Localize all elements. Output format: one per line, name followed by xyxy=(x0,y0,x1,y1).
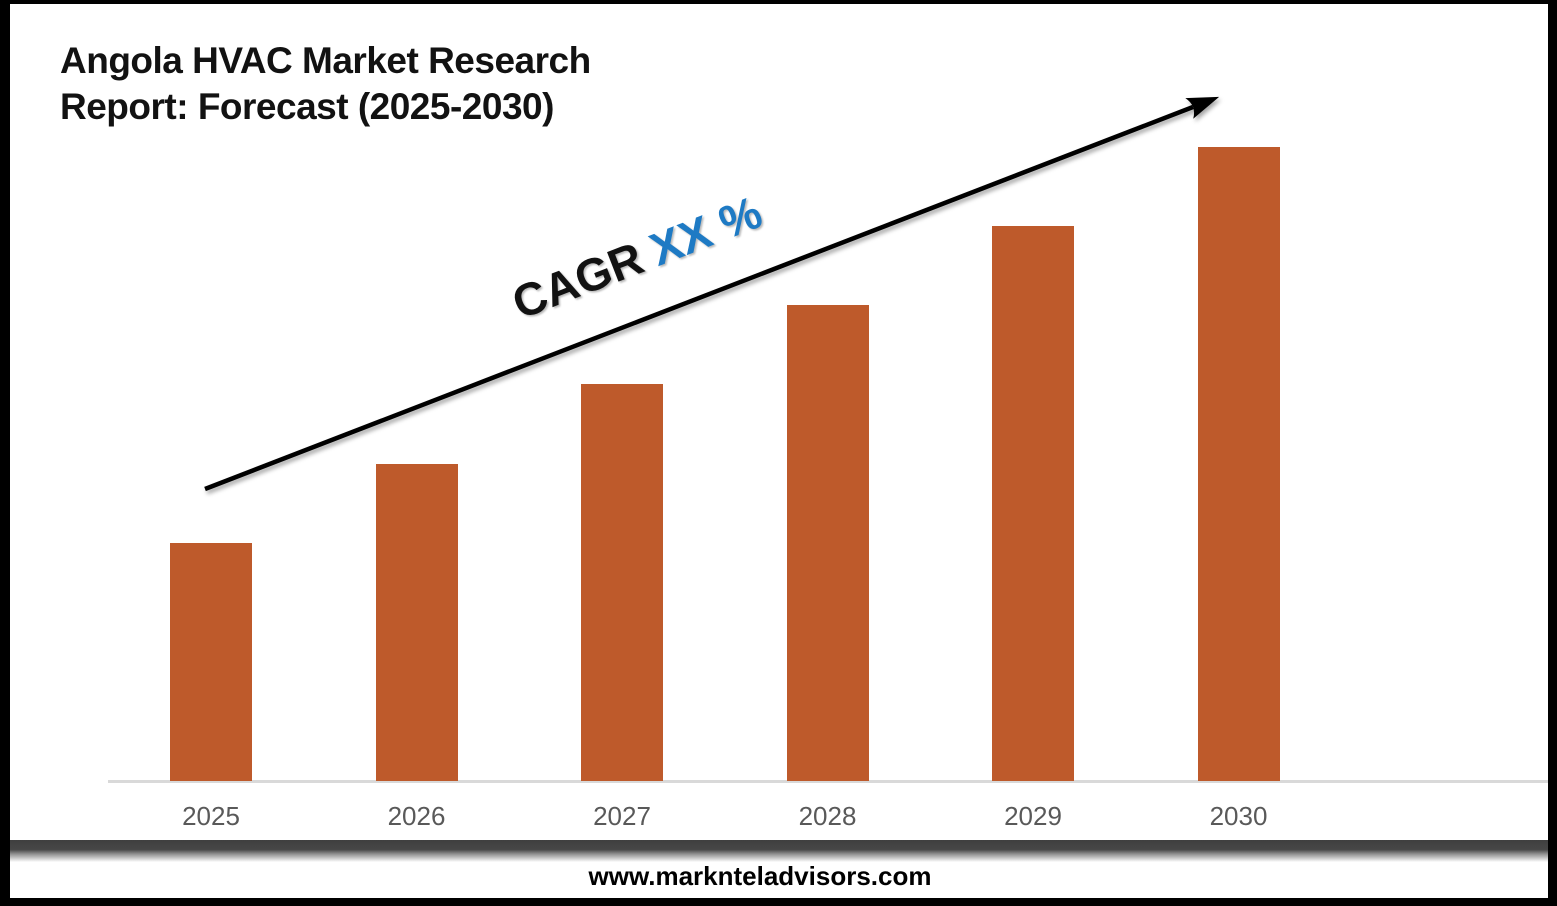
page-title: Angola HVAC Market Research Report: Fore… xyxy=(60,38,591,130)
x-axis-line xyxy=(108,780,1548,783)
bar-2025 xyxy=(170,543,252,781)
x-axis-label-2026: 2026 xyxy=(387,801,446,831)
bar-2026 xyxy=(375,464,458,781)
bar-2028 xyxy=(786,305,869,781)
bar-2030 xyxy=(1197,147,1280,781)
x-axis-label-2027: 2027 xyxy=(593,801,651,831)
frame-border-bottom xyxy=(0,898,1557,906)
frame-border-top xyxy=(0,0,1557,4)
frame-border-right xyxy=(1548,0,1557,906)
x-axis-label-2030: 2030 xyxy=(1209,801,1268,831)
footer-website: www.marknteladvisors.com xyxy=(588,861,932,891)
bar-2029 xyxy=(992,226,1074,781)
footer-divider xyxy=(0,840,1557,864)
trend-arrow-line xyxy=(204,96,1220,492)
title-line-2: Report: Forecast (2025-2030) xyxy=(60,86,554,127)
x-axis-label-2028: 2028 xyxy=(798,801,857,831)
bar-2027 xyxy=(581,384,663,781)
frame-border-left xyxy=(0,0,10,906)
x-axis-label-2025: 2025 xyxy=(182,801,240,831)
x-axis-label-2029: 2029 xyxy=(1004,801,1062,831)
title-line-1: Angola HVAC Market Research xyxy=(60,40,591,81)
